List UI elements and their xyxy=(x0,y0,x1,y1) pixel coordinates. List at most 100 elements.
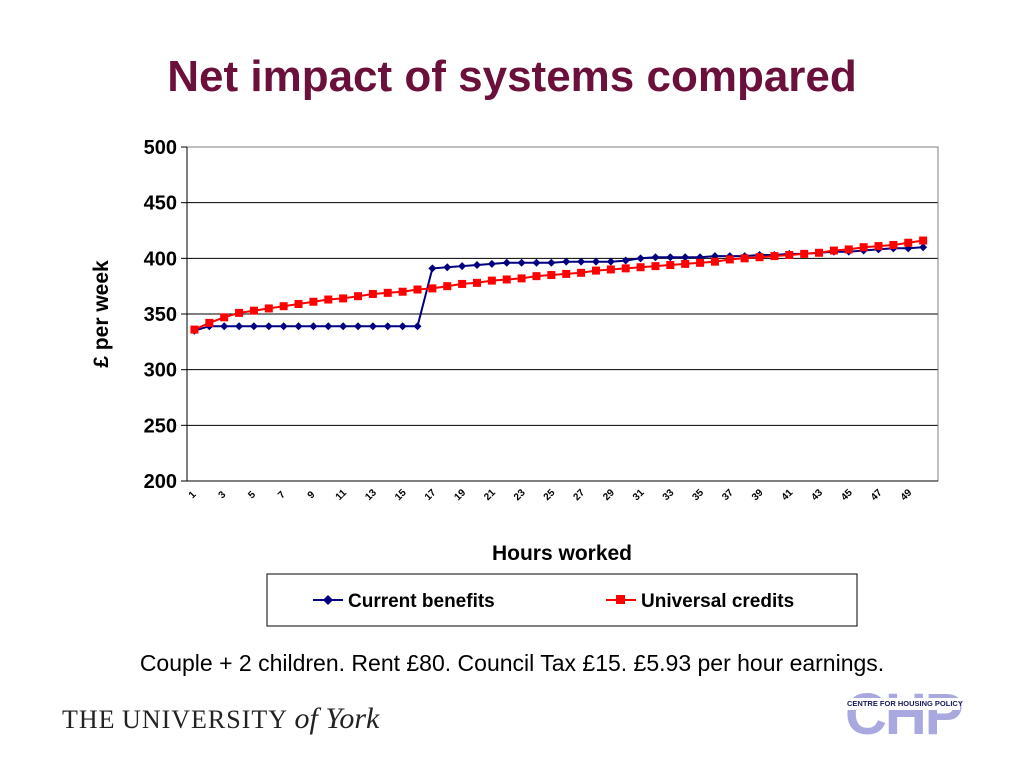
x-tick-label: 13 xyxy=(363,487,379,503)
data-point-universal-credits xyxy=(815,248,824,257)
data-point-current-benefits xyxy=(368,322,377,331)
data-point-universal-credits xyxy=(755,253,764,262)
data-point-universal-credits xyxy=(621,264,630,273)
chp-logo-letters: CHP xyxy=(845,682,963,747)
data-point-current-benefits xyxy=(681,253,690,262)
series-line-universal-credits xyxy=(193,239,924,331)
data-point-universal-credits xyxy=(591,266,600,275)
x-tick-label: 27 xyxy=(571,487,587,503)
series-markers xyxy=(190,236,928,335)
x-tick-label: 11 xyxy=(334,487,350,503)
data-point-universal-credits xyxy=(919,236,928,245)
x-tick-label: 29 xyxy=(601,487,617,503)
data-point-universal-credits xyxy=(874,242,883,251)
data-point-universal-credits xyxy=(636,263,645,272)
data-point-universal-credits xyxy=(770,252,779,261)
data-point-current-benefits xyxy=(666,253,675,262)
data-point-current-benefits xyxy=(220,322,229,331)
y-tick-label: 400 xyxy=(144,248,177,270)
data-point-current-benefits xyxy=(428,264,437,273)
data-point-universal-credits xyxy=(294,299,303,308)
data-point-current-benefits xyxy=(264,322,273,331)
data-point-universal-credits xyxy=(740,254,749,263)
data-point-universal-credits xyxy=(264,304,273,313)
data-point-universal-credits xyxy=(532,272,541,281)
data-point-universal-credits xyxy=(383,288,392,297)
data-point-current-benefits xyxy=(472,261,481,270)
data-point-universal-credits xyxy=(829,246,838,255)
x-tick-label: 43 xyxy=(809,487,825,503)
x-axis-label: Hours worked xyxy=(492,542,632,565)
york-logo-script: of York xyxy=(294,702,380,735)
x-tick-label: 25 xyxy=(542,487,558,503)
x-tick-label: 33 xyxy=(661,487,677,503)
data-point-current-benefits xyxy=(502,258,511,267)
y-tick-label: 350 xyxy=(144,304,177,326)
data-point-universal-credits xyxy=(502,275,511,284)
data-point-universal-credits xyxy=(354,292,363,301)
x-tick-label: 35 xyxy=(690,487,706,503)
data-point-current-benefits xyxy=(339,322,348,331)
data-point-universal-credits xyxy=(487,276,496,285)
data-point-universal-credits xyxy=(190,325,199,334)
data-point-universal-credits xyxy=(606,265,615,274)
york-logo-university: UNIVERSITY xyxy=(122,705,289,734)
data-point-current-benefits xyxy=(651,253,660,262)
data-point-current-benefits xyxy=(621,256,630,265)
x-tick-label: 1 xyxy=(187,489,199,501)
data-point-universal-credits xyxy=(844,245,853,254)
data-point-current-benefits xyxy=(606,257,615,266)
y-tick-label: 250 xyxy=(144,415,177,437)
y-axis-label: £ per week xyxy=(90,260,113,368)
data-point-universal-credits xyxy=(309,297,318,306)
data-point-universal-credits xyxy=(696,258,705,267)
legend-marker-universal xyxy=(616,595,625,604)
data-point-universal-credits xyxy=(889,240,898,249)
x-tick-label: 19 xyxy=(453,487,469,503)
legend-label-current: Current benefits xyxy=(348,591,495,612)
data-point-universal-credits xyxy=(725,255,734,264)
data-point-current-benefits xyxy=(309,322,318,331)
data-point-universal-credits xyxy=(324,295,333,304)
data-point-universal-credits xyxy=(800,249,809,258)
x-tick-label: 37 xyxy=(720,487,736,503)
legend: Current benefits Universal credits xyxy=(266,573,858,627)
x-axis: 1 3 5 7 9 11 13 15 17 19 21 23 25 27 29 31 33 35 37 39 41 43 4… xyxy=(187,480,938,503)
data-point-universal-credits xyxy=(413,285,422,294)
data-point-current-benefits xyxy=(294,322,303,331)
data-point-current-benefits xyxy=(324,322,333,331)
york-logo-the: THE xyxy=(62,705,116,734)
slide-title: Net impact of systems compared xyxy=(167,52,857,101)
data-point-universal-credits xyxy=(279,302,288,311)
gridlines xyxy=(187,202,938,426)
chp-logo: CHP CENTRE FOR HOUSING POLICY xyxy=(845,682,963,747)
x-tick-label: 31 xyxy=(631,487,647,503)
x-tick-label: 45 xyxy=(839,487,855,503)
x-tick-label: 23 xyxy=(512,487,528,503)
y-tick-label: 200 xyxy=(144,471,177,493)
data-point-universal-credits xyxy=(904,238,913,247)
data-point-current-benefits xyxy=(919,243,928,252)
data-point-universal-credits xyxy=(562,269,571,278)
data-point-current-benefits xyxy=(577,257,586,266)
data-point-universal-credits xyxy=(651,262,660,271)
y-tick-label: 300 xyxy=(144,360,177,382)
data-point-current-benefits xyxy=(636,254,645,263)
data-point-current-benefits xyxy=(249,322,258,331)
data-point-universal-credits xyxy=(517,274,526,283)
chp-logo-text: CENTRE FOR HOUSING POLICY xyxy=(847,699,963,708)
data-point-universal-credits xyxy=(710,257,719,266)
data-point-current-benefits xyxy=(532,258,541,267)
x-tick-label: 5 xyxy=(246,489,258,501)
y-axis: 200 250 300 350 400 450 500 xyxy=(144,137,188,493)
series-lines xyxy=(193,239,924,332)
x-tick-label: 9 xyxy=(306,489,318,501)
data-point-universal-credits xyxy=(666,261,675,270)
data-point-universal-credits xyxy=(398,287,407,296)
data-point-universal-credits xyxy=(547,271,556,280)
data-point-current-benefits xyxy=(279,322,288,331)
data-point-universal-credits xyxy=(681,259,690,268)
x-tick-label: 15 xyxy=(393,487,409,503)
data-point-universal-credits xyxy=(249,306,258,315)
